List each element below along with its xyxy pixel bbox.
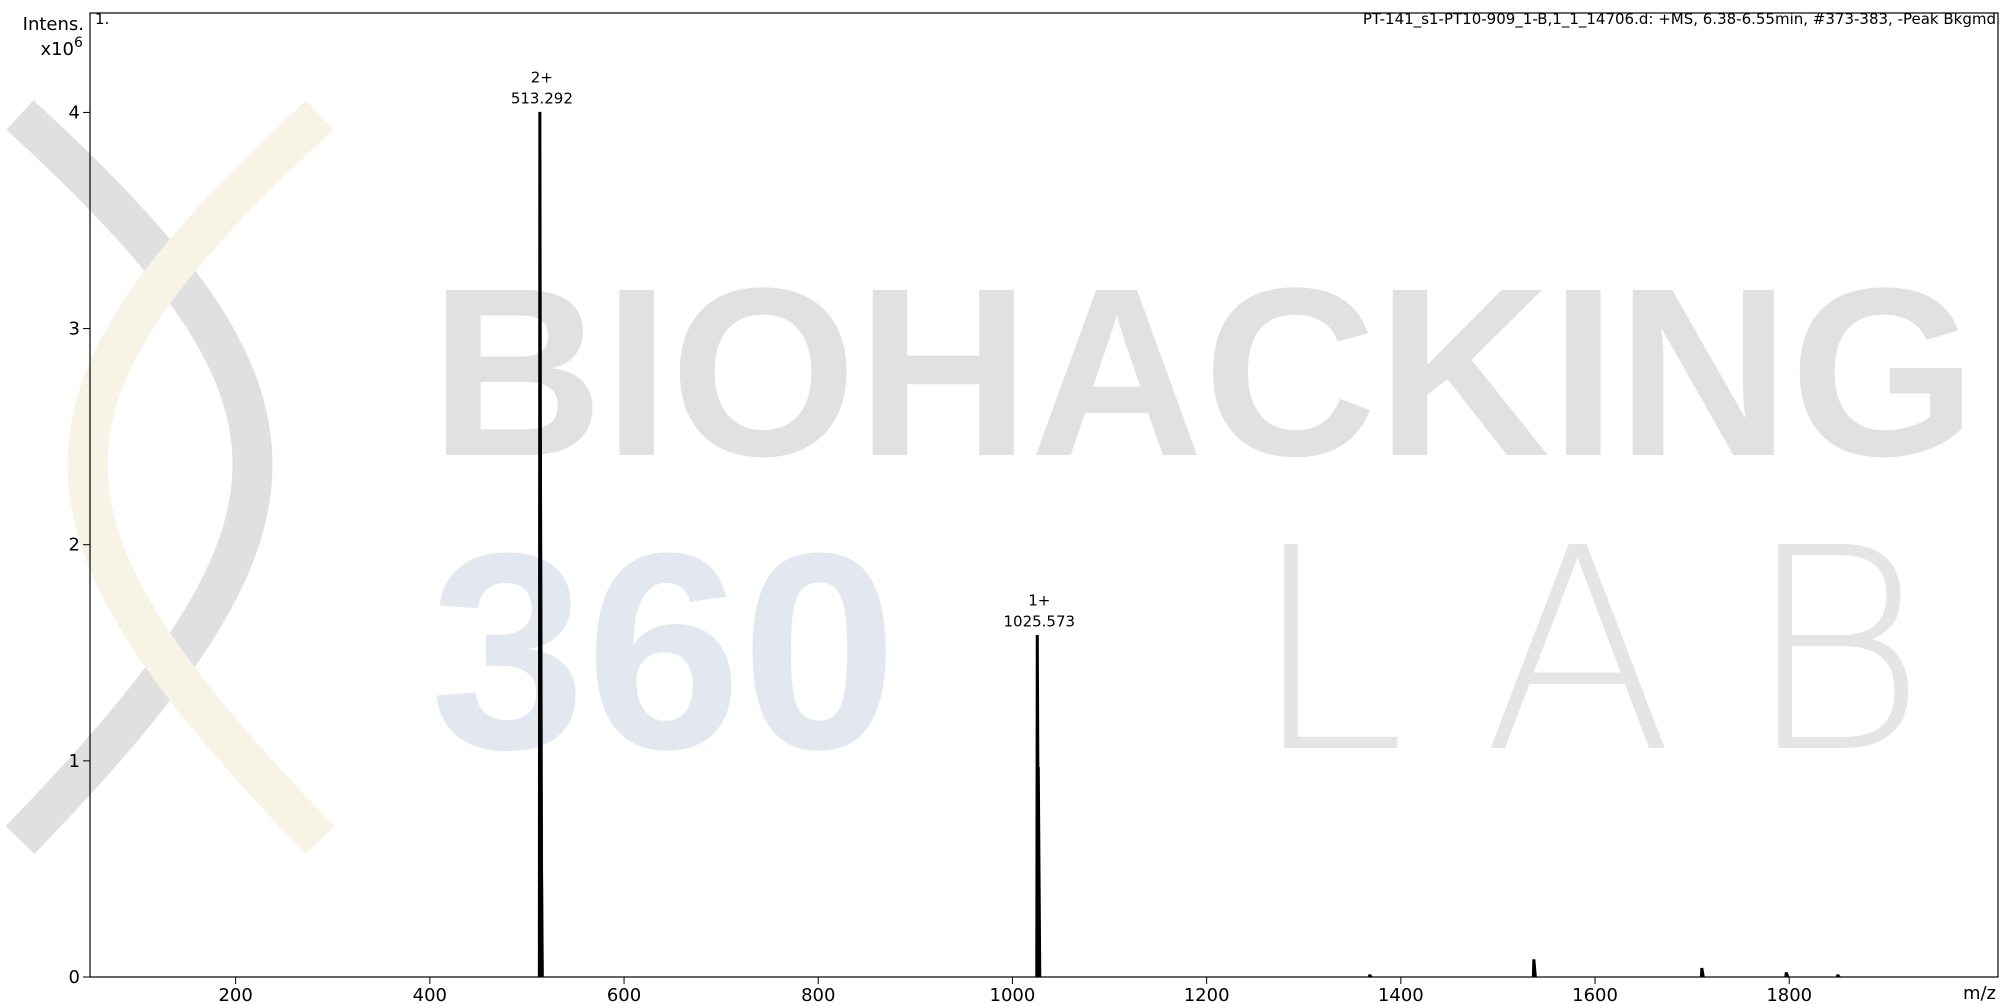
x-tick-label: 200 <box>218 985 252 1004</box>
peak <box>1836 975 1840 977</box>
peak <box>1785 973 1789 977</box>
y-tick-label: 1 <box>69 751 80 772</box>
peak <box>1532 960 1536 977</box>
peak-label: 1025.573 <box>1003 612 1075 630</box>
x-tick-label: 1600 <box>1572 985 1618 1004</box>
x-tick-label: 1400 <box>1378 985 1424 1004</box>
watermark: BIOHACKING 360 LABS <box>20 115 2015 840</box>
panel-label: 1. <box>95 10 109 28</box>
charge-label: 1+ <box>1028 591 1050 609</box>
x-tick-label: 1200 <box>1184 985 1230 1004</box>
y-multiplier: x10 <box>40 39 74 60</box>
watermark-text: 360 <box>430 496 897 808</box>
x-tick-label: 400 <box>413 985 447 1004</box>
y-tick-label: 0 <box>69 967 80 988</box>
watermark-text: LABS <box>1250 489 2015 815</box>
charge-label: 2+ <box>531 68 553 86</box>
peak-label: 513.292 <box>511 89 573 107</box>
peak <box>1700 968 1704 977</box>
chart: BIOHACKING 360 LABS 1. PT-141_s1-PT10-90… <box>0 0 2015 1004</box>
x-tick-label: 800 <box>801 985 835 1004</box>
peak <box>1037 767 1041 977</box>
x-tick-label: 1800 <box>1766 985 1812 1004</box>
y-tick-label: 4 <box>69 102 80 123</box>
x-axis-label: m/z <box>1963 983 1996 1004</box>
x-tick-label: 600 <box>607 985 641 1004</box>
y-multiplier-exponent: 6 <box>74 35 83 51</box>
x-tick-label: 1000 <box>990 985 1036 1004</box>
watermark-text: BIOHACKING <box>430 238 1977 506</box>
chart-title: PT-141_s1-PT10-909_1-B,1_1_14706.d: +MS,… <box>1363 10 1996 29</box>
y-axis-label: Intens. <box>23 14 84 35</box>
y-tick-label: 3 <box>69 319 80 340</box>
peak <box>1368 975 1372 977</box>
y-tick-label: 2 <box>69 535 80 556</box>
